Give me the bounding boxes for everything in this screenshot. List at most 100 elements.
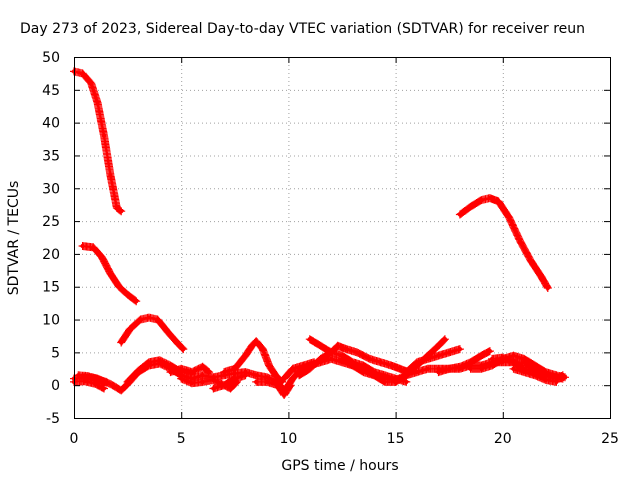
data-point	[447, 350, 452, 355]
data-point	[179, 376, 184, 381]
data-point	[254, 339, 259, 344]
series-markers	[70, 67, 126, 216]
series-track-20	[434, 347, 494, 377]
data-point	[116, 284, 122, 289]
data-point	[110, 383, 115, 388]
data-point	[296, 373, 302, 378]
series-track-3	[117, 313, 188, 354]
data-point	[95, 376, 100, 381]
data-point	[189, 381, 195, 386]
data-point	[479, 197, 484, 203]
data-point	[82, 379, 87, 384]
data-point	[89, 81, 94, 86]
data-point	[404, 369, 409, 375]
data-point	[221, 383, 227, 388]
data-point	[232, 376, 237, 381]
data-point	[168, 369, 173, 375]
data-point	[114, 205, 120, 211]
x-tick-label: 10	[279, 431, 297, 447]
data-point	[91, 245, 96, 250]
data-point	[228, 386, 233, 391]
data-point	[168, 363, 173, 368]
data-point	[80, 71, 85, 76]
data-point	[95, 100, 100, 106]
data-point	[101, 133, 107, 138]
y-tick-label: 45	[42, 83, 60, 99]
data-point	[108, 172, 113, 178]
series-track-7	[74, 371, 111, 387]
data-point	[554, 379, 559, 385]
data-point	[532, 373, 538, 378]
data-point	[318, 343, 323, 348]
data-point	[127, 327, 132, 332]
data-point	[290, 366, 295, 371]
data-point	[361, 366, 366, 371]
data-point	[500, 355, 505, 360]
data-point	[108, 271, 113, 276]
data-point	[119, 340, 124, 345]
data-point	[479, 353, 484, 358]
data-point	[442, 337, 448, 342]
series-track-12	[220, 337, 286, 386]
data-point	[243, 373, 248, 378]
y-axis-label: SDTVAR / TECUs	[6, 181, 22, 296]
data-point	[539, 274, 544, 280]
y-tick-label: 50	[42, 50, 60, 66]
series-track-14	[280, 358, 319, 383]
data-point	[125, 379, 130, 385]
y-tick-label: 35	[42, 148, 60, 164]
data-point	[206, 369, 212, 375]
data-point	[93, 381, 98, 387]
data-point	[344, 346, 349, 352]
data-point	[378, 360, 383, 365]
data-point	[496, 199, 501, 204]
data-point	[414, 369, 420, 375]
data-point	[290, 376, 295, 381]
data-point	[457, 346, 463, 352]
y-tick-label: 30	[42, 181, 60, 197]
plot-frame	[74, 57, 611, 419]
data-point	[489, 356, 495, 362]
y-tick-label: 0	[51, 378, 60, 394]
data-point	[138, 317, 143, 322]
data-point	[136, 368, 141, 373]
data-point	[307, 366, 312, 371]
data-point	[397, 366, 403, 371]
data-point	[146, 315, 152, 320]
data-point	[266, 363, 272, 368]
data-point	[382, 379, 388, 385]
y-tick-label: -5	[46, 411, 60, 427]
data-point	[468, 204, 473, 209]
series-track-23	[509, 364, 561, 386]
series-track-13	[252, 377, 295, 399]
data-point	[104, 380, 109, 385]
data-point	[275, 383, 280, 388]
data-point	[329, 356, 334, 362]
data-point	[522, 369, 527, 375]
data-point	[307, 337, 312, 342]
data-point	[200, 379, 205, 385]
chart-title: Day 273 of 2023, Sidereal Day-to-day VTE…	[20, 21, 585, 37]
data-point	[436, 353, 441, 358]
series-track-11	[209, 371, 250, 393]
data-point	[232, 366, 237, 371]
data-point	[528, 258, 533, 263]
y-tick-label: 25	[42, 214, 60, 230]
data-point	[189, 369, 195, 375]
series-track-17	[338, 354, 400, 386]
data-point	[425, 366, 430, 371]
data-point	[166, 330, 171, 335]
data-point	[243, 353, 248, 358]
data-point	[457, 364, 463, 369]
data-point	[179, 366, 184, 371]
data-point	[479, 366, 484, 371]
series-track-4	[455, 194, 552, 292]
data-point	[507, 215, 512, 220]
data-point	[181, 346, 186, 352]
data-point	[354, 350, 360, 355]
data-point	[101, 386, 107, 391]
data-layer	[70, 67, 569, 399]
data-point	[125, 292, 130, 297]
data-point	[447, 366, 452, 371]
x-tick-label: 15	[387, 431, 405, 447]
